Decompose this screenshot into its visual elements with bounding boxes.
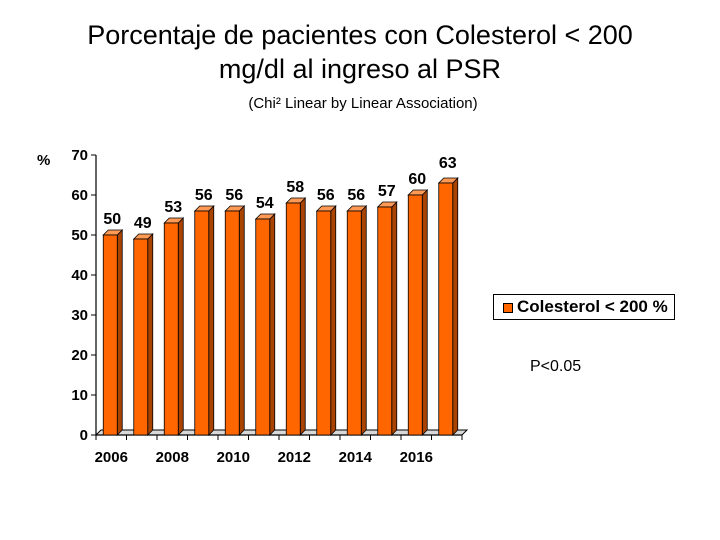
- y-tick-label: 10: [71, 387, 88, 404]
- y-tick-label: 70: [71, 147, 88, 164]
- data-label: 58: [286, 179, 304, 196]
- x-tick-label: 2008: [156, 449, 189, 466]
- chart-title-line1: Porcentaje de pacientes con Colesterol <…: [87, 20, 633, 50]
- p-value-note: P<0.05: [530, 358, 582, 375]
- data-label: 56: [317, 187, 335, 204]
- legend-label: Colesterol < 200 %: [517, 297, 668, 316]
- bar-side: [238, 205, 245, 436]
- data-label: 56: [195, 187, 213, 204]
- bar-side: [391, 201, 398, 436]
- bar-side: [177, 217, 184, 436]
- data-label: 60: [408, 171, 426, 188]
- bar: [224, 210, 240, 436]
- bar: [285, 202, 301, 436]
- bar-side: [147, 233, 154, 436]
- bar-side: [360, 205, 367, 436]
- chart-title: Porcentaje de pacientes con Colesterol <…: [0, 18, 720, 86]
- y-tick-label: 0: [80, 427, 88, 444]
- y-tick-label: 50: [71, 227, 88, 244]
- y-tick-label: 30: [71, 307, 88, 324]
- y-tick-label: 20: [71, 347, 88, 364]
- x-tick-label: 2016: [400, 449, 433, 466]
- x-tick-label: 2014: [339, 449, 373, 466]
- y-tick-label: 40: [71, 267, 88, 284]
- bar: [102, 234, 118, 436]
- chart-title-line2: mg/dl al ingreso al PSR: [218, 54, 502, 84]
- data-label: 57: [378, 183, 396, 200]
- data-label: 56: [347, 187, 365, 204]
- bar: [194, 210, 210, 436]
- legend-swatch: [503, 303, 513, 313]
- legend: Colesterol < 200 %: [493, 294, 675, 320]
- bar-side: [116, 229, 123, 436]
- bar: [133, 238, 149, 436]
- data-label: 53: [164, 199, 182, 216]
- bar: [438, 182, 454, 436]
- data-label: 54: [256, 195, 274, 212]
- bar: [255, 218, 271, 436]
- y-axis-label: %: [37, 152, 51, 169]
- bar-side: [299, 197, 306, 436]
- bar-side: [421, 189, 428, 436]
- data-label: 63: [439, 155, 457, 172]
- x-tick-label: 2010: [217, 449, 250, 466]
- y-tick-label: 60: [71, 187, 88, 204]
- bar: [407, 194, 423, 436]
- data-label: 49: [134, 215, 152, 232]
- bar: [316, 210, 332, 436]
- bar: [346, 210, 362, 436]
- bar-side: [269, 213, 276, 436]
- data-label: 56: [225, 187, 243, 204]
- chart-subtitle: (Chi² Linear by Linear Association): [248, 95, 478, 112]
- bar-side: [452, 177, 459, 436]
- bar: [163, 222, 179, 436]
- x-tick-label: 2006: [95, 449, 128, 466]
- bar: [377, 206, 393, 436]
- x-tick-label: 2012: [278, 449, 311, 466]
- data-label: 50: [103, 211, 121, 228]
- bar-side: [208, 205, 215, 436]
- bar-side: [330, 205, 337, 436]
